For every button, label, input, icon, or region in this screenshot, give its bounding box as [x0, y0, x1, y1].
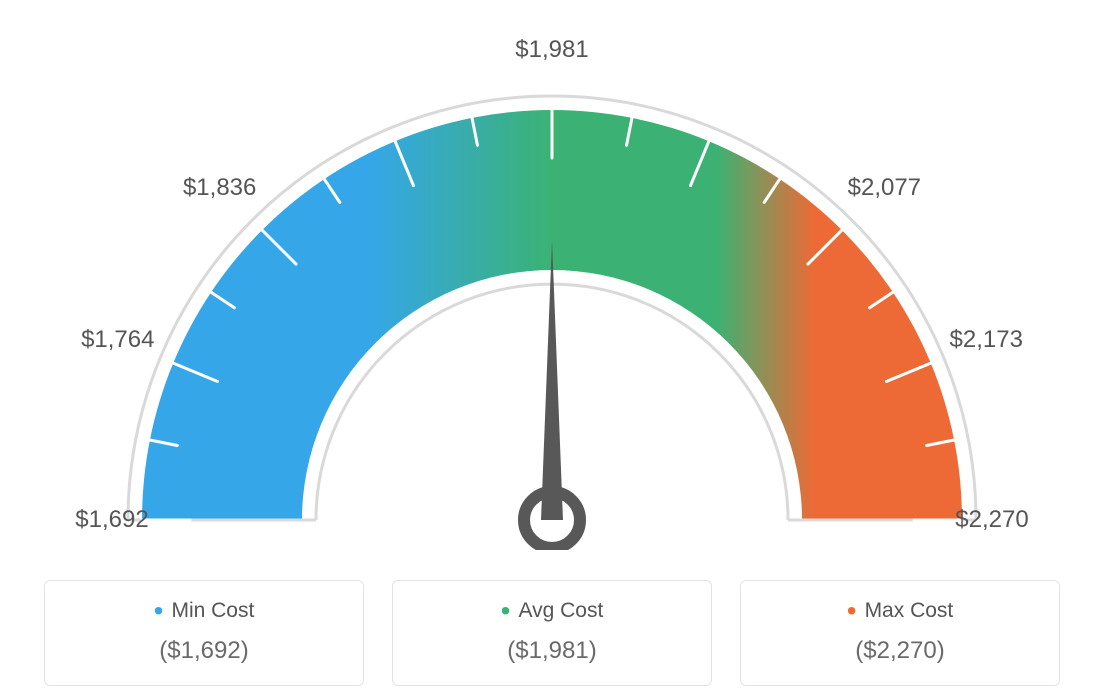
min-cost-card: Min Cost ($1,692) — [44, 580, 364, 686]
avg-cost-card: Avg Cost ($1,981) — [392, 580, 712, 686]
gauge-tick-label: $2,077 — [848, 174, 921, 202]
avg-cost-title: Avg Cost — [403, 599, 701, 623]
gauge-tick-label: $1,836 — [183, 174, 256, 202]
avg-cost-value: ($1,981) — [403, 637, 701, 665]
max-cost-title: Max Cost — [751, 599, 1049, 623]
max-cost-value: ($2,270) — [751, 637, 1049, 665]
summary-cards: Min Cost ($1,692) Avg Cost ($1,981) Max … — [20, 580, 1084, 686]
gauge-chart: $1,692 $1,764 $1,836 $1,981 $2,077 $2,173 $2,2… — [20, 20, 1084, 550]
gauge-tick-label: $2,173 — [950, 326, 1023, 354]
gauge-svg — [20, 20, 1084, 550]
min-cost-title: Min Cost — [55, 599, 353, 623]
min-cost-value: ($1,692) — [55, 637, 353, 665]
gauge-tick-label: $2,270 — [955, 506, 1028, 534]
gauge-tick-label: $1,981 — [515, 36, 588, 64]
gauge-tick-label: $1,692 — [75, 506, 148, 534]
gauge-tick-label: $1,764 — [81, 326, 154, 354]
max-cost-card: Max Cost ($2,270) — [740, 580, 1060, 686]
